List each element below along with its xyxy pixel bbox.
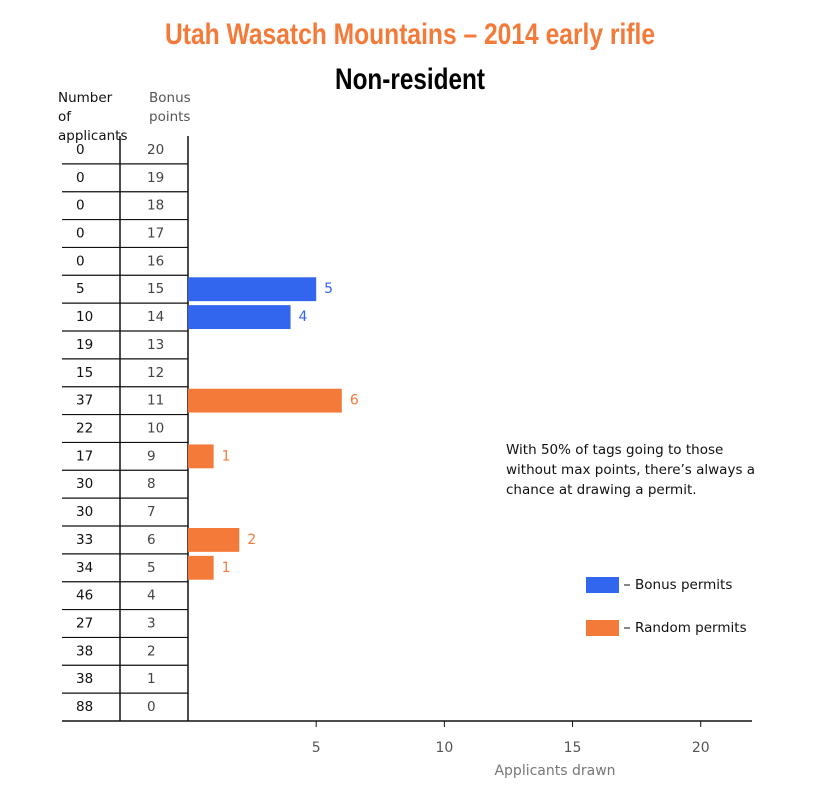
bar: [188, 444, 214, 469]
chart-subtitle: Non-resident: [335, 63, 485, 96]
header-line: of: [58, 109, 72, 125]
applicants-cell: 10: [76, 309, 93, 325]
applicants-cell: 30: [76, 476, 93, 492]
x-tick-label: 5: [312, 740, 321, 756]
data-label: 4: [299, 309, 308, 325]
applicants-cell: 0: [76, 170, 85, 186]
y-tick-label: 6: [147, 532, 156, 548]
header-line: applicants: [58, 128, 128, 144]
y-tick-label: 13: [147, 337, 164, 353]
column-header: Bonus points: [149, 90, 191, 125]
column-header: Number of applicants: [58, 90, 128, 144]
legend-label: Bonus permits: [635, 577, 732, 593]
legend-label: Random permits: [635, 620, 747, 636]
annotation: With 50% of tags going to those without …: [506, 442, 756, 498]
header-line: Bonus: [149, 90, 191, 106]
x-tick-label: 10: [435, 740, 453, 756]
applicants-cell: 37: [76, 393, 93, 409]
legend-swatch: [586, 620, 619, 636]
applicants-cell: 38: [76, 643, 93, 659]
data-label: 1: [222, 448, 231, 464]
y-tick-label: 7: [147, 504, 156, 520]
applicants-cell: 46: [76, 588, 93, 604]
applicants-cell: 5: [76, 281, 85, 297]
y-tick-label: 17: [147, 226, 164, 242]
data-label: 2: [247, 532, 256, 548]
y-tick-label: 3: [147, 616, 156, 632]
applicants-cell: 30: [76, 504, 93, 520]
data-label: 5: [324, 281, 333, 297]
applicants-cell: 38: [76, 671, 93, 687]
header-line: Number: [58, 90, 113, 106]
y-tick-label: 18: [147, 198, 164, 214]
y-tick-label: 16: [147, 253, 164, 269]
y-tick-label: 1: [147, 671, 156, 687]
y-tick-label: 10: [147, 421, 164, 437]
y-tick-label: 19: [147, 170, 164, 186]
y-tick-label: 4: [147, 588, 156, 604]
bar: [188, 388, 342, 413]
applicants-cell: 34: [76, 560, 93, 576]
data-label: 1: [222, 560, 231, 576]
applicants-cell: 19: [76, 337, 93, 353]
applicants-cell: 17: [76, 448, 93, 464]
applicants-cell: 0: [76, 142, 85, 158]
applicants-cell: 33: [76, 532, 93, 548]
legend-swatch: [586, 577, 619, 593]
x-tick-label: 20: [692, 740, 710, 756]
y-tick-label: 12: [147, 365, 164, 381]
bar: [188, 305, 291, 329]
applicants-cell: 0: [76, 226, 85, 242]
applicants-cell: 22: [76, 421, 93, 437]
y-tick-label: 5: [147, 560, 156, 576]
applicants-cell: 0: [76, 253, 85, 269]
y-tick-label: 9: [147, 448, 156, 464]
y-tick-label: 15: [147, 281, 164, 297]
applicants-cell: 0: [76, 198, 85, 214]
chart-title: Utah Wasatch Mountains – 2014 early rifl…: [165, 18, 655, 51]
applicants-cell: 15: [76, 365, 93, 381]
bar: [188, 277, 317, 302]
bar: [188, 555, 214, 580]
y-tick-label: 0: [147, 699, 156, 715]
bar: [188, 528, 240, 552]
x-axis-label: Applicants drawn: [494, 763, 615, 779]
y-tick-label: 8: [147, 476, 156, 492]
y-tick-label: 2: [147, 643, 156, 659]
y-tick-label: 14: [147, 309, 164, 325]
applicants-cell: 27: [76, 616, 93, 632]
applicants-cell: 88: [76, 699, 93, 715]
x-tick-label: 15: [564, 740, 582, 756]
data-label: 6: [350, 393, 359, 409]
y-tick-label: 11: [147, 393, 164, 409]
y-tick-label: 20: [147, 142, 164, 158]
header-line: points: [149, 109, 190, 125]
